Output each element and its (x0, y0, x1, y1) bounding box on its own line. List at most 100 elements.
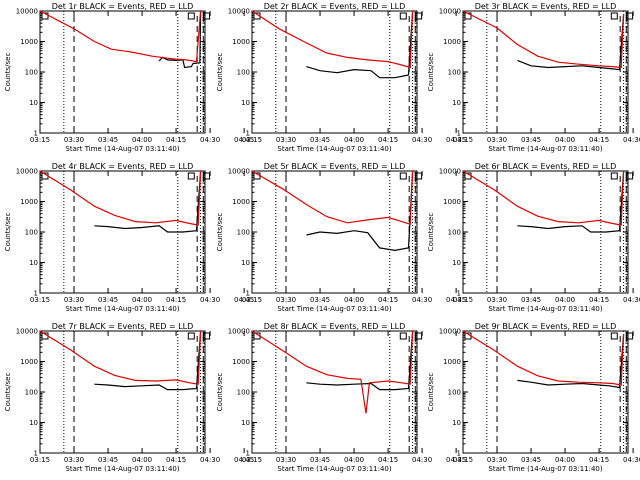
x-tick-label: 04:00 (555, 456, 575, 464)
interval-bracket-mark (464, 332, 472, 340)
x-tick-label: 03:30 (487, 296, 507, 304)
y-tick-label: 10 (241, 259, 250, 267)
series-line-events (306, 10, 414, 79)
plot-frame (251, 330, 418, 454)
series-line-events (306, 170, 414, 252)
x-tick-label: 03:45 (521, 456, 541, 464)
x-tick-label: 03:45 (98, 456, 118, 464)
y-tick-label: 1000 (232, 38, 250, 46)
interval-bracket-mark (203, 12, 211, 20)
interval-bracket-mark (187, 172, 195, 180)
x-tick-label: 03:30 (276, 456, 296, 464)
x-tick-label: 04:30 (200, 456, 220, 464)
series-line-lld (462, 10, 625, 69)
y-tick-label: 10 (241, 99, 250, 107)
x-tick-label: 04:15 (378, 136, 398, 144)
y-axis-label: Counts/sec (427, 213, 435, 252)
x-tick-label: 03:15 (453, 456, 473, 464)
x-tick-label: 04:30 (623, 136, 640, 144)
interval-bracket-mark (41, 172, 49, 180)
x-tick-label: 03:45 (521, 136, 541, 144)
interval-bracket-mark (399, 172, 407, 180)
x-axis-label: Start Time (14-Aug-07 03:11:40) (277, 465, 391, 473)
y-tick-label: 10000 (228, 8, 250, 16)
panel-title: Det 9r BLACK = Events, RED = LLD (475, 322, 617, 331)
x-tick-label: 04:00 (555, 296, 575, 304)
x-tick-label: 04:30 (412, 136, 432, 144)
y-tick-label: 1000 (443, 38, 461, 46)
interval-bracket-mark (415, 332, 423, 340)
detector-panel-3: Det 3r BLACK = Events, RED = LLD 1 10 100 10… (427, 2, 640, 153)
x-tick-label: 04:00 (132, 296, 152, 304)
y-tick-label: 1000 (443, 358, 461, 366)
panel-title: Det 6r BLACK = Events, RED = LLD (475, 162, 617, 171)
series-line-events (158, 10, 202, 69)
x-tick-label: 04:45 (234, 136, 254, 144)
x-tick-label: 03:45 (310, 136, 330, 144)
series-line-lld (251, 170, 414, 226)
y-tick-label: 10 (452, 419, 461, 427)
x-tick-label: 03:45 (98, 296, 118, 304)
y-tick-label: 10 (452, 259, 461, 267)
x-tick-label: 04:30 (623, 296, 640, 304)
y-axis-label: Counts/sec (216, 213, 224, 252)
y-tick-label: 100 (237, 229, 250, 237)
y-tick-label: 1000 (443, 198, 461, 206)
detector-panel-8: Det 8r BLACK = Events, RED = LLD11010010… (216, 322, 466, 473)
y-tick-label: 10 (29, 419, 38, 427)
x-tick-label: 04:15 (589, 136, 609, 144)
series-line-lld (462, 330, 625, 386)
x-tick-label: 04:15 (378, 456, 398, 464)
plot-frame (251, 170, 418, 294)
panel-title: Det 1r BLACK = Events, RED = LLD (52, 2, 194, 11)
x-axis-label: Start Time (14-Aug-07 03:11:40) (488, 465, 602, 473)
x-tick-label: 04:00 (132, 136, 152, 144)
detector-panel-6: Det 6r BLACK = Events, RED = LLD 1 10 100 10… (427, 162, 640, 313)
y-tick-label: 1 (34, 290, 38, 298)
y-tick-label: 100 (25, 229, 38, 237)
x-tick-label: 04:15 (166, 296, 186, 304)
x-tick-label: 03:45 (521, 296, 541, 304)
interval-bracket-mark (415, 172, 423, 180)
y-tick-label: 10 (452, 99, 461, 107)
x-tick-label: 03:45 (98, 136, 118, 144)
series-line-events (94, 330, 202, 391)
detector-panel-7: Det 7r BLACK = Events, RED = LLD11010010… (4, 322, 254, 473)
plot-frame (462, 10, 629, 134)
x-axis-label: Start Time (14-Aug-07 03:11:40) (488, 305, 602, 313)
y-tick-label: 1 (246, 290, 250, 298)
x-tick-label: 04:45 (234, 456, 254, 464)
interval-bracket-mark (626, 172, 634, 180)
interval-bracket-mark (464, 172, 472, 180)
x-tick-label: 04:15 (378, 296, 398, 304)
panel-title: Det 5r BLACK = Events, RED = LLD (264, 162, 406, 171)
panel-title: Det 3r BLACK = Events, RED = LLD (475, 2, 617, 11)
x-tick-label: 04:30 (623, 456, 640, 464)
y-tick-label: 10000 (439, 168, 461, 176)
x-tick-label: 04:45 (446, 136, 466, 144)
series-line-lld (462, 170, 625, 226)
interval-bracket-mark (41, 332, 49, 340)
y-tick-label: 10000 (228, 168, 250, 176)
y-axis-label: Counts/sec (4, 53, 12, 92)
detector-panel-1: Det 1r BLACK = Events, RED = LLD11010010… (4, 2, 254, 153)
interval-bracket-mark (626, 332, 634, 340)
x-tick-label: 04:00 (344, 136, 364, 144)
x-axis-label: Start Time (14-Aug-07 03:11:40) (65, 465, 179, 473)
y-tick-label: 100 (448, 389, 461, 397)
y-tick-label: 10000 (16, 8, 38, 16)
y-axis-label: Counts/sec (216, 373, 224, 412)
interval-bracket-mark (610, 332, 618, 340)
y-tick-label: 1000 (232, 358, 250, 366)
interval-bracket-mark (187, 12, 195, 20)
x-axis-label: Start Time (14-Aug-07 03:11:40) (65, 145, 179, 153)
y-axis-label: Counts/sec (4, 213, 12, 252)
x-tick-label: 03:30 (487, 136, 507, 144)
y-tick-label: 10000 (16, 168, 38, 176)
series-line-lld (251, 10, 414, 69)
x-tick-label: 04:00 (344, 456, 364, 464)
interval-bracket-mark (610, 12, 618, 20)
y-tick-label: 10000 (228, 328, 250, 336)
y-axis-label: Counts/sec (216, 53, 224, 92)
